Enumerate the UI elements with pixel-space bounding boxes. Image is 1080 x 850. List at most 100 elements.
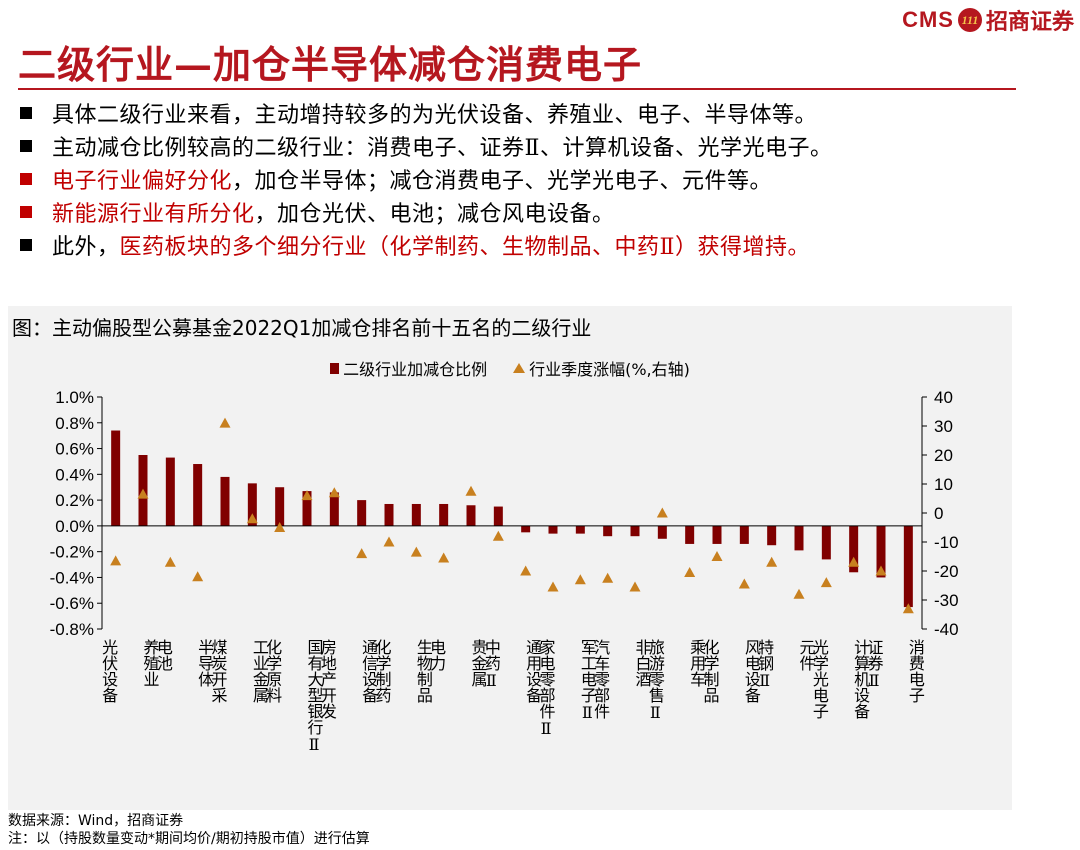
bullet-square-icon [20,139,32,152]
x-tick-label: 化学原料 [263,639,282,703]
legend-label: 二级行业加减仓比例 [343,360,488,379]
bar [357,500,367,526]
logo-text: CMS [902,7,954,32]
right-tick-label: -40 [934,620,959,639]
right-tick-label: -10 [934,533,959,552]
bullet-text: ，加仓光伏、电池；减仓风电设备。 [254,201,615,227]
chart-panel: 图：主动偏股型公募基金2022Q1加减仓排名前十五名的二级行业 二级行业加减仓比… [8,306,1012,810]
bar [876,525,886,578]
scatter-point [848,556,860,567]
bar [411,503,421,526]
x-tick-label: 证券Ⅱ [865,639,884,690]
left-tick-label: -0.2% [50,543,94,562]
bar [521,525,531,533]
estimation-note: 注：以（持股数量变动*期间均价/期初持股市值）进行估算 [8,831,370,847]
left-tick-label: 0.8% [55,414,94,433]
bar [220,476,230,526]
scatter-point [875,565,887,576]
scatter-point [793,588,805,599]
legend-item-marker: 行业季度涨幅(%,右轴) [513,356,690,380]
scatter-point [438,552,450,563]
x-tick-label: 家电零部件Ⅱ [537,639,556,738]
bar [657,525,667,539]
bar [903,525,913,608]
right-tick-label: 10 [934,475,953,494]
left-tick-label: -0.4% [50,568,94,587]
bar [111,430,121,526]
bar [575,525,585,534]
chart-title: 图：主动偏股型公募基金2022Q1加减仓排名前十五名的二级行业 [12,316,592,340]
scatter-point [547,581,559,592]
bullet-item: 主动减仓比例较高的二级行业：消费电子、证券Ⅱ、计算机设备、光学光电子。 [20,129,1070,162]
bar [548,525,558,534]
x-tick-label: 化学制药 [373,639,392,704]
x-tick-label: 房地产开发 [318,639,337,719]
left-tick-label: 1.0% [55,388,94,407]
x-tick-label: 光学光电子 [810,639,829,719]
source-note: 数据来源：Wind，招商证券 [8,813,184,829]
right-tick-label: -20 [934,562,959,581]
bullet-square-icon [20,106,32,119]
scatter-point [629,581,641,592]
left-tick-label: 0.0% [55,517,94,536]
x-tick-label: 养殖业 [141,639,160,687]
x-tick-label: 风电设备 [742,639,761,703]
bar [193,464,203,526]
bullet-item: 新能源行业有所分化 ，加仓光伏、电池；减仓风电设备。 [20,195,1070,228]
x-tick-label: 特钢Ⅱ [755,639,774,690]
x-tick-label: 军工电子Ⅱ [578,639,597,722]
x-tick-label: 半导体 [195,639,214,687]
scatter-point [492,530,504,541]
x-tick-label: 生物制品 [414,639,433,703]
scatter-point [902,603,914,614]
scatter-point [820,577,832,588]
bar [439,503,449,526]
left-tick-label: 0.4% [55,465,94,484]
bullet-text: ，加仓半导体；减仓消费电子、光学光电子、元件等。 [232,168,773,194]
x-tick-label: 光伏设备 [99,639,118,703]
scatter-point [328,487,340,498]
bullet-text: 主动减仓比例较高的二级行业：消费电子、证券Ⅱ、计算机设备、光学光电子。 [52,135,833,161]
bullet-highlight: 电子行业偏好分化 [52,168,233,194]
bar [630,525,640,537]
chart-legend: 二级行业加减仓比例 行业季度涨幅(%,右轴) [8,356,1012,380]
title-divider [18,88,1016,90]
left-tick-label: -0.6% [50,594,94,613]
x-tick-label: 计算机设备 [851,639,870,719]
scatter-point [766,556,778,567]
right-tick-label: 40 [934,388,953,407]
scatter-point [602,572,614,583]
scatter-point [520,565,532,576]
x-tick-label: 消费电子 [906,639,925,703]
bar [821,525,831,560]
scatter-point [684,566,696,577]
bar [739,525,749,544]
bar [466,505,476,526]
brand-logo: CMS 111 招商证券 [902,4,1074,36]
x-tick-label: 工业金属 [250,639,269,703]
x-tick-label: 国有大型银行Ⅱ [305,639,324,754]
x-tick-label: 非白酒 [633,639,652,687]
page-title: 二级行业—加仓半导体减仓消费电子 [18,42,643,87]
bullet-highlight: 医药板块的多个细分行业（化学制药、生物制品、中药Ⅱ）获得增持。 [119,234,810,260]
left-tick-label: 0.6% [55,440,94,459]
logo-badge-icon: 111 [957,8,982,32]
legend-bar-swatch-icon [330,362,340,374]
scatter-point [192,571,204,582]
bullet-square-icon [20,172,32,185]
right-tick-label: 0 [934,504,943,523]
bullet-item: 具体二级行业来看，主动增持较多的为光伏设备、养殖业、电子、半导体等。 [20,96,1070,129]
bar [603,525,613,537]
scatter-point [574,574,586,585]
x-tick-label: 通用设备 [523,639,542,703]
bullet-list: 具体二级行业来看，主动增持较多的为光伏设备、养殖业、电子、半导体等。 主动减仓比… [20,96,1070,261]
scatter-point [465,485,477,496]
bar [493,506,503,526]
right-tick-label: 20 [934,446,953,465]
logo-company-name: 招商证券 [985,9,1074,35]
bar [384,503,394,526]
scatter-point [711,551,723,561]
x-tick-label: 汽车零部件 [591,639,610,719]
left-tick-label: -0.8% [50,620,94,639]
left-tick-label: 0.2% [55,491,94,510]
